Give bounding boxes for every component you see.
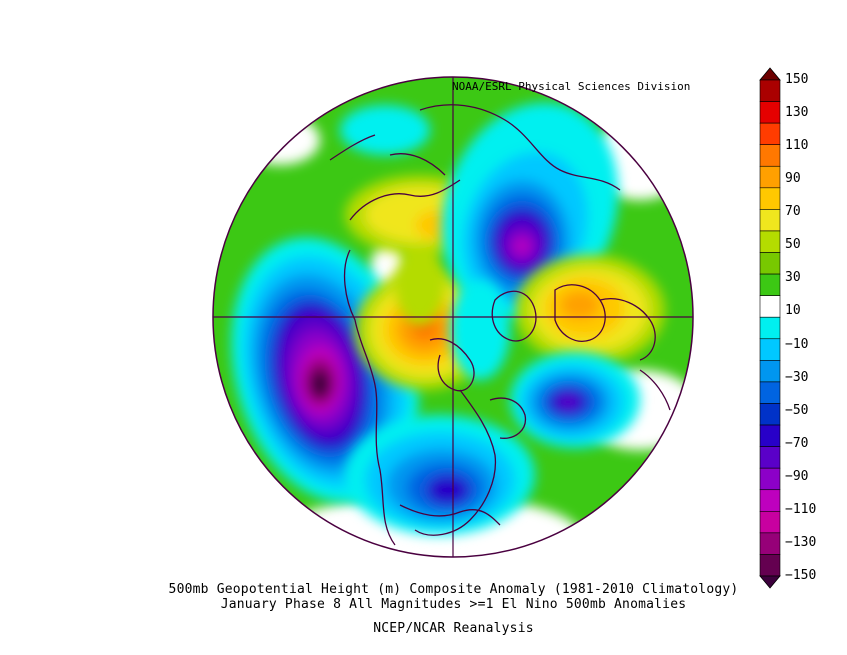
colorbar-segment xyxy=(759,252,781,275)
colorbar-tick-label: 50 xyxy=(785,237,801,253)
us-low-anomaly xyxy=(345,415,535,535)
atlantic-low-anomaly xyxy=(510,352,640,448)
coastlines xyxy=(329,104,671,546)
colorbar-tick-label: 110 xyxy=(785,138,809,154)
colorbar-segment xyxy=(759,467,781,491)
credit-label: NOAA/ESRL Physical Sciences Division xyxy=(452,80,691,93)
colorbar-segment xyxy=(759,532,781,555)
colorbar-segment xyxy=(759,403,781,426)
colorbar-segment xyxy=(759,316,781,340)
colorbar-segment xyxy=(759,511,781,534)
colorbar-tick-label: 30 xyxy=(785,270,801,286)
colorbar-tick-label: 130 xyxy=(785,105,809,121)
colorbar-segment xyxy=(759,360,781,383)
colorbar xyxy=(759,67,781,589)
colorbar-tick-label: −50 xyxy=(785,402,809,418)
figure-subtitle: January Phase 8 All Magnitudes >=1 El Ni… xyxy=(220,597,687,612)
colorbar-segment xyxy=(759,122,781,145)
europe-high-anomaly xyxy=(515,255,665,365)
figure-source: NCEP/NCAR Reanalysis xyxy=(373,621,534,636)
colorbar-tick-label: 70 xyxy=(785,204,801,220)
colorbar-segment xyxy=(759,381,781,404)
colorbar-tick-label: −130 xyxy=(785,534,817,550)
colorbar-segment xyxy=(759,338,781,361)
colorbar-tick-label: −10 xyxy=(785,336,809,352)
figure-title: 500mb Geopotential Height (m) Composite … xyxy=(168,582,739,597)
colorbar-tick-label: 90 xyxy=(785,171,801,187)
map-boundary xyxy=(212,76,694,558)
colorbar-segment xyxy=(759,424,781,447)
colorbar-tick-label: 10 xyxy=(785,303,801,319)
colorbar-segment xyxy=(759,165,781,189)
colorbar-segment xyxy=(759,489,781,512)
colorbar-segment xyxy=(759,209,781,232)
colorbar-segment xyxy=(759,273,781,296)
colorbar-segment xyxy=(759,230,781,253)
colorbar-bottom-arrow xyxy=(759,575,781,589)
colorbar-tick-label: −150 xyxy=(785,568,817,583)
colorbar-segment xyxy=(759,101,781,124)
colorbar-segment xyxy=(759,554,781,577)
colorbar-segment xyxy=(759,295,781,318)
colorbar-tick-label: −70 xyxy=(785,435,809,451)
colorbar-tick-label: −90 xyxy=(785,468,809,484)
colorbar-segment xyxy=(759,187,781,210)
colorbar-segment xyxy=(759,446,781,469)
colorbar-top-arrow xyxy=(759,67,781,81)
anomaly-field xyxy=(213,77,693,557)
colorbar-tick-label: −30 xyxy=(785,369,809,385)
colorbar-tick-label: 150 xyxy=(785,72,809,87)
colorbar-tick-label: −110 xyxy=(785,501,817,517)
colorbar-segment xyxy=(759,79,781,102)
colorbar-segment xyxy=(759,144,781,167)
